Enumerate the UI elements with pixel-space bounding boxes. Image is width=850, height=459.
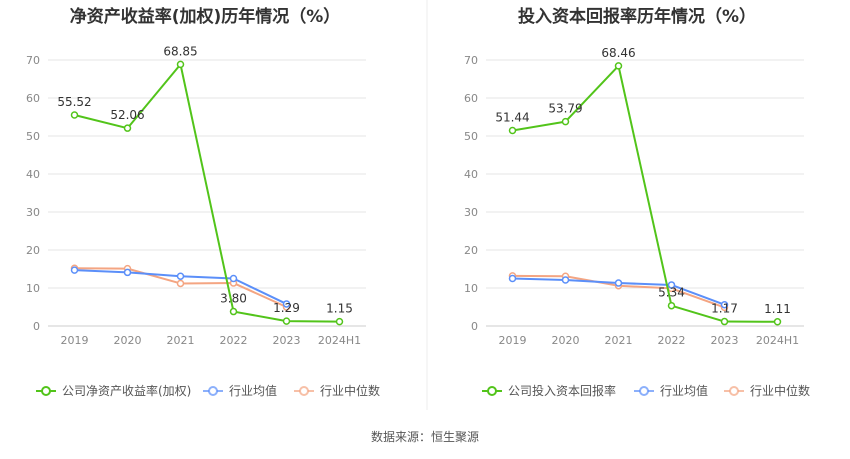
legend-marker[interactable]	[41, 386, 51, 396]
data-point[interactable]	[229, 307, 238, 316]
legend-label[interactable]: 行业均值	[660, 383, 708, 398]
legend-marker[interactable]	[639, 386, 649, 396]
data-point[interactable]	[508, 126, 517, 135]
data-label: 52.06	[110, 108, 144, 122]
x-tick-label: 2019	[499, 334, 527, 347]
source-note: 数据来源：恒生聚源	[370, 430, 479, 444]
y-tick-label: 40	[464, 168, 478, 181]
y-tick-label: 50	[464, 130, 478, 143]
data-label: 55.52	[57, 95, 91, 109]
data-label: 1.15	[326, 302, 353, 316]
data-point[interactable]	[667, 301, 676, 310]
data-label: 1.17	[711, 302, 738, 316]
data-point[interactable]	[70, 111, 79, 119]
series-line	[74, 63, 340, 323]
data-label: 5.34	[658, 286, 685, 300]
y-tick-label: 60	[464, 92, 478, 105]
data-point[interactable]	[614, 279, 623, 287]
x-tick-label: 2019	[61, 334, 89, 347]
data-point[interactable]	[70, 266, 79, 274]
data-label: 1.11	[764, 302, 791, 316]
y-tick-label: 70	[464, 54, 478, 67]
y-tick-label: 10	[26, 282, 40, 295]
y-tick-label: 0	[471, 320, 478, 333]
data-point[interactable]	[667, 281, 676, 289]
y-tick-label: 0	[33, 320, 40, 333]
data-label: 53.79	[548, 102, 582, 116]
x-tick-label: 2024H1	[318, 334, 361, 347]
y-tick-label: 50	[26, 130, 40, 143]
data-point[interactable]	[335, 317, 344, 326]
data-point[interactable]	[561, 117, 570, 126]
x-tick-label: 2021	[167, 334, 195, 347]
data-point[interactable]	[123, 124, 132, 132]
data-point[interactable]	[123, 268, 132, 277]
x-tick-label: 2020	[552, 334, 580, 347]
x-tick-label: 2021	[605, 334, 633, 347]
data-point[interactable]	[773, 318, 782, 326]
x-tick-label: 2023	[711, 334, 739, 347]
data-point[interactable]	[282, 300, 291, 308]
data-point[interactable]	[282, 317, 291, 325]
data-label: 51.44	[495, 111, 529, 125]
legend-label[interactable]: 公司净资产收益率(加权)	[62, 383, 191, 398]
chart-title: 投入资本回报率历年情况（%）	[518, 6, 756, 27]
y-tick-label: 30	[464, 206, 478, 219]
y-tick-label: 60	[26, 92, 40, 105]
x-tick-label: 2024H1	[756, 334, 799, 347]
x-tick-label: 2022	[658, 334, 686, 347]
data-point[interactable]	[614, 62, 623, 70]
y-tick-label: 30	[26, 206, 40, 219]
y-tick-label: 70	[26, 54, 40, 67]
legend-marker[interactable]	[487, 386, 497, 396]
data-label: 68.85	[163, 44, 197, 58]
y-tick-label: 20	[26, 244, 40, 257]
data-label: 68.46	[601, 46, 635, 60]
data-point[interactable]	[720, 300, 729, 309]
x-tick-label: 2023	[273, 334, 301, 347]
data-point[interactable]	[176, 279, 185, 288]
data-label: 3.80	[220, 292, 247, 306]
legend-marker[interactable]	[729, 386, 739, 396]
legend-label[interactable]: 行业均值	[229, 383, 277, 398]
legend-label[interactable]: 行业中位数	[320, 383, 380, 398]
data-point[interactable]	[720, 317, 729, 326]
data-point[interactable]	[176, 272, 185, 280]
data-point[interactable]	[229, 274, 238, 283]
y-tick-label: 10	[464, 282, 478, 295]
legend-label[interactable]: 公司投入资本回报率	[508, 383, 616, 398]
data-point[interactable]	[508, 274, 517, 283]
legend-label[interactable]: 行业中位数	[750, 383, 810, 398]
series-line	[512, 64, 778, 323]
legend-marker[interactable]	[208, 386, 218, 396]
chart-title: 净资产收益率(加权)历年情况（%）	[70, 6, 341, 27]
x-tick-label: 2022	[220, 334, 248, 347]
data-point[interactable]	[176, 60, 185, 69]
legend-marker[interactable]	[299, 386, 309, 396]
y-tick-label: 20	[464, 244, 478, 257]
x-tick-label: 2020	[114, 334, 142, 347]
data-label: 1.29	[273, 301, 300, 315]
y-tick-label: 40	[26, 168, 40, 181]
data-point[interactable]	[561, 276, 570, 284]
